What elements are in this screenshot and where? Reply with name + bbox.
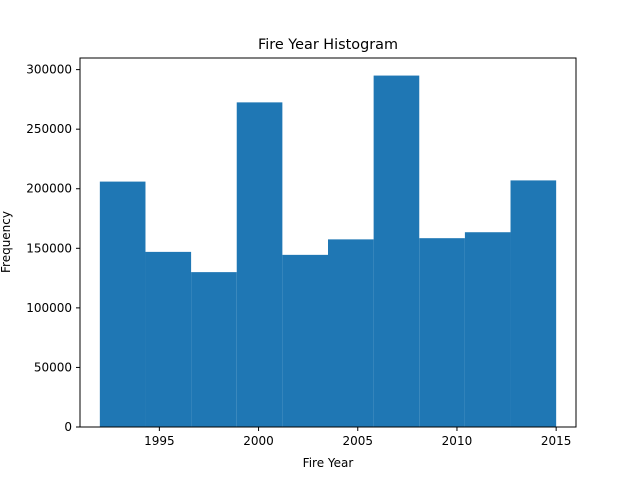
- x-tick-label: 1995: [144, 434, 175, 448]
- histogram-bar: [145, 251, 192, 427]
- histogram-bar: [510, 180, 557, 427]
- histogram-bar: [464, 232, 511, 427]
- histogram-bar: [282, 254, 328, 427]
- y-tick-label: 100000: [26, 301, 72, 315]
- x-axis-ticks: 1995 2000 2005 2010 2015: [144, 427, 571, 448]
- x-tick-label: 2010: [442, 434, 473, 448]
- histogram-bar: [328, 239, 374, 427]
- bars-group: [99, 75, 557, 428]
- y-tick-label: 250000: [26, 122, 72, 136]
- histogram-bar: [373, 75, 420, 428]
- plot-frame: [79, 57, 577, 428]
- y-axis-label: Frequency: [0, 211, 13, 273]
- y-tick-label: 200000: [26, 182, 72, 196]
- x-axis-label: Fire Year: [303, 456, 354, 470]
- y-tick-label: 0: [64, 420, 72, 434]
- x-tick-label: 2005: [342, 434, 373, 448]
- y-tick-label: 150000: [26, 241, 72, 255]
- histogram-bar: [191, 272, 237, 427]
- y-tick-label: 300000: [26, 63, 72, 77]
- y-tick-label: 50000: [34, 360, 72, 374]
- x-tick-label: 2000: [243, 434, 274, 448]
- histogram-bar: [99, 181, 146, 427]
- chart-title: Fire Year Histogram: [258, 37, 398, 53]
- x-tick-label: 2015: [541, 434, 572, 448]
- histogram-bar: [236, 102, 283, 427]
- y-axis-ticks: 0 50000 100000 150000 200000 250000 300000: [26, 63, 80, 434]
- histogram-bar: [419, 238, 465, 427]
